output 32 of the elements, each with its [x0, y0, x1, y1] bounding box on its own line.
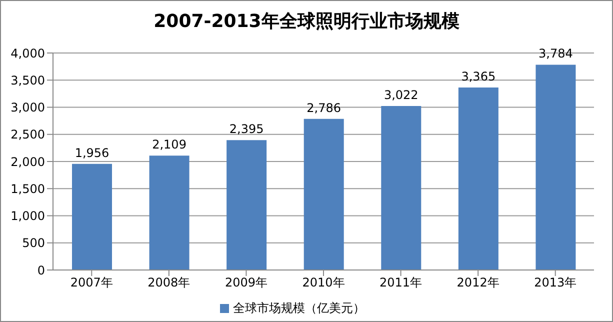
y-tick-label: 2,000: [10, 154, 45, 169]
data-label: 3,022: [384, 88, 418, 102]
y-tick-label: 3,500: [10, 73, 45, 88]
y-tick-label: 0: [37, 263, 45, 278]
data-label: 2,395: [229, 122, 264, 136]
y-tick-label: 1,000: [10, 209, 45, 224]
data-label: 1,956: [74, 146, 110, 160]
bar: [226, 140, 267, 270]
y-tick-label: 1,500: [10, 182, 45, 196]
bar: [72, 164, 112, 270]
x-tick-label: 2007年: [70, 276, 113, 290]
legend-label: 全球市场规模（亿美元）: [233, 301, 365, 315]
x-tick-label: 2009年: [224, 276, 268, 290]
x-tick-label: 2011年: [380, 276, 422, 290]
bar: [304, 118, 344, 270]
bar: [536, 64, 576, 270]
y-tick-label: 500: [22, 236, 45, 250]
data-label: 2,786: [306, 100, 342, 115]
y-tick-label: 4,000: [10, 46, 45, 60]
data-label: 3,784: [538, 46, 573, 61]
x-tick-label: 2013年: [534, 276, 577, 290]
x-tick-label: 2010年: [302, 276, 345, 290]
chart-title: 2007-2013年全球照明行业市场规模: [152, 10, 460, 33]
bar: [149, 156, 190, 270]
y-tick-label: 2,500: [10, 128, 45, 142]
bar: [381, 106, 422, 270]
data-label: 2,109: [152, 138, 186, 152]
x-tick-label: 2008年: [148, 276, 190, 290]
x-tick-label: 2012年: [456, 276, 500, 290]
y-tick-label: 3,000: [10, 100, 45, 115]
bar: [458, 87, 498, 270]
data-label: 3,365: [461, 69, 496, 84]
